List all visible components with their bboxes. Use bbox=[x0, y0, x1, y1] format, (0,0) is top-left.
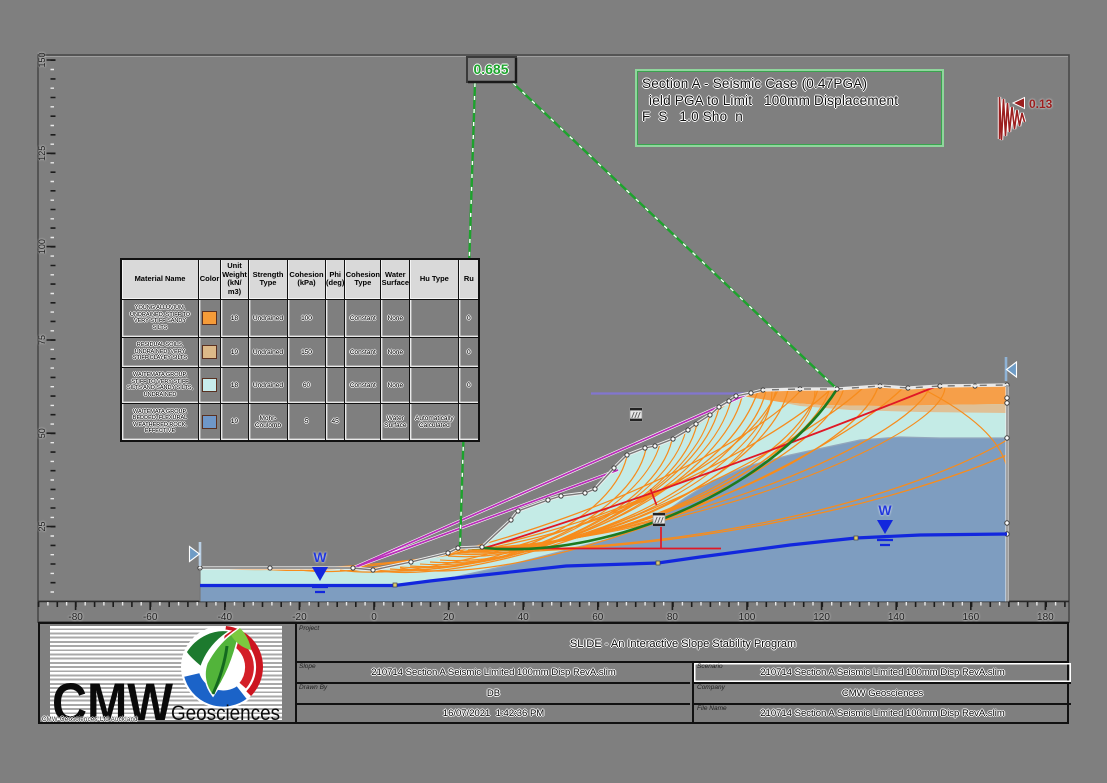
svg-text:60: 60 bbox=[592, 612, 604, 623]
svg-text:100: 100 bbox=[739, 612, 756, 623]
svg-text:100: 100 bbox=[37, 239, 47, 254]
svg-text:20: 20 bbox=[443, 612, 455, 623]
svg-text:140: 140 bbox=[888, 612, 905, 623]
svg-text:-60: -60 bbox=[143, 612, 158, 623]
svg-text:0: 0 bbox=[371, 612, 377, 623]
svg-text:160: 160 bbox=[962, 612, 979, 623]
svg-text:120: 120 bbox=[813, 612, 830, 623]
svg-text:40: 40 bbox=[518, 612, 530, 623]
svg-text:W: W bbox=[313, 549, 327, 565]
svg-text:CMW: CMW bbox=[52, 671, 173, 720]
svg-text:Geosciences: Geosciences bbox=[171, 702, 280, 720]
svg-text:125: 125 bbox=[37, 146, 47, 161]
svg-text:-80: -80 bbox=[68, 612, 83, 623]
svg-text:0.685: 0.685 bbox=[473, 61, 508, 77]
svg-text:80: 80 bbox=[667, 612, 679, 623]
svg-text:150: 150 bbox=[37, 52, 47, 67]
svg-text:50: 50 bbox=[37, 428, 47, 438]
svg-text:25: 25 bbox=[37, 521, 47, 531]
svg-text:0.13: 0.13 bbox=[1029, 97, 1053, 111]
svg-text:75: 75 bbox=[37, 335, 47, 345]
svg-text:-40: -40 bbox=[218, 612, 233, 623]
svg-text:W: W bbox=[878, 502, 892, 518]
svg-text:180: 180 bbox=[1037, 612, 1054, 623]
svg-text:-20: -20 bbox=[292, 612, 307, 623]
